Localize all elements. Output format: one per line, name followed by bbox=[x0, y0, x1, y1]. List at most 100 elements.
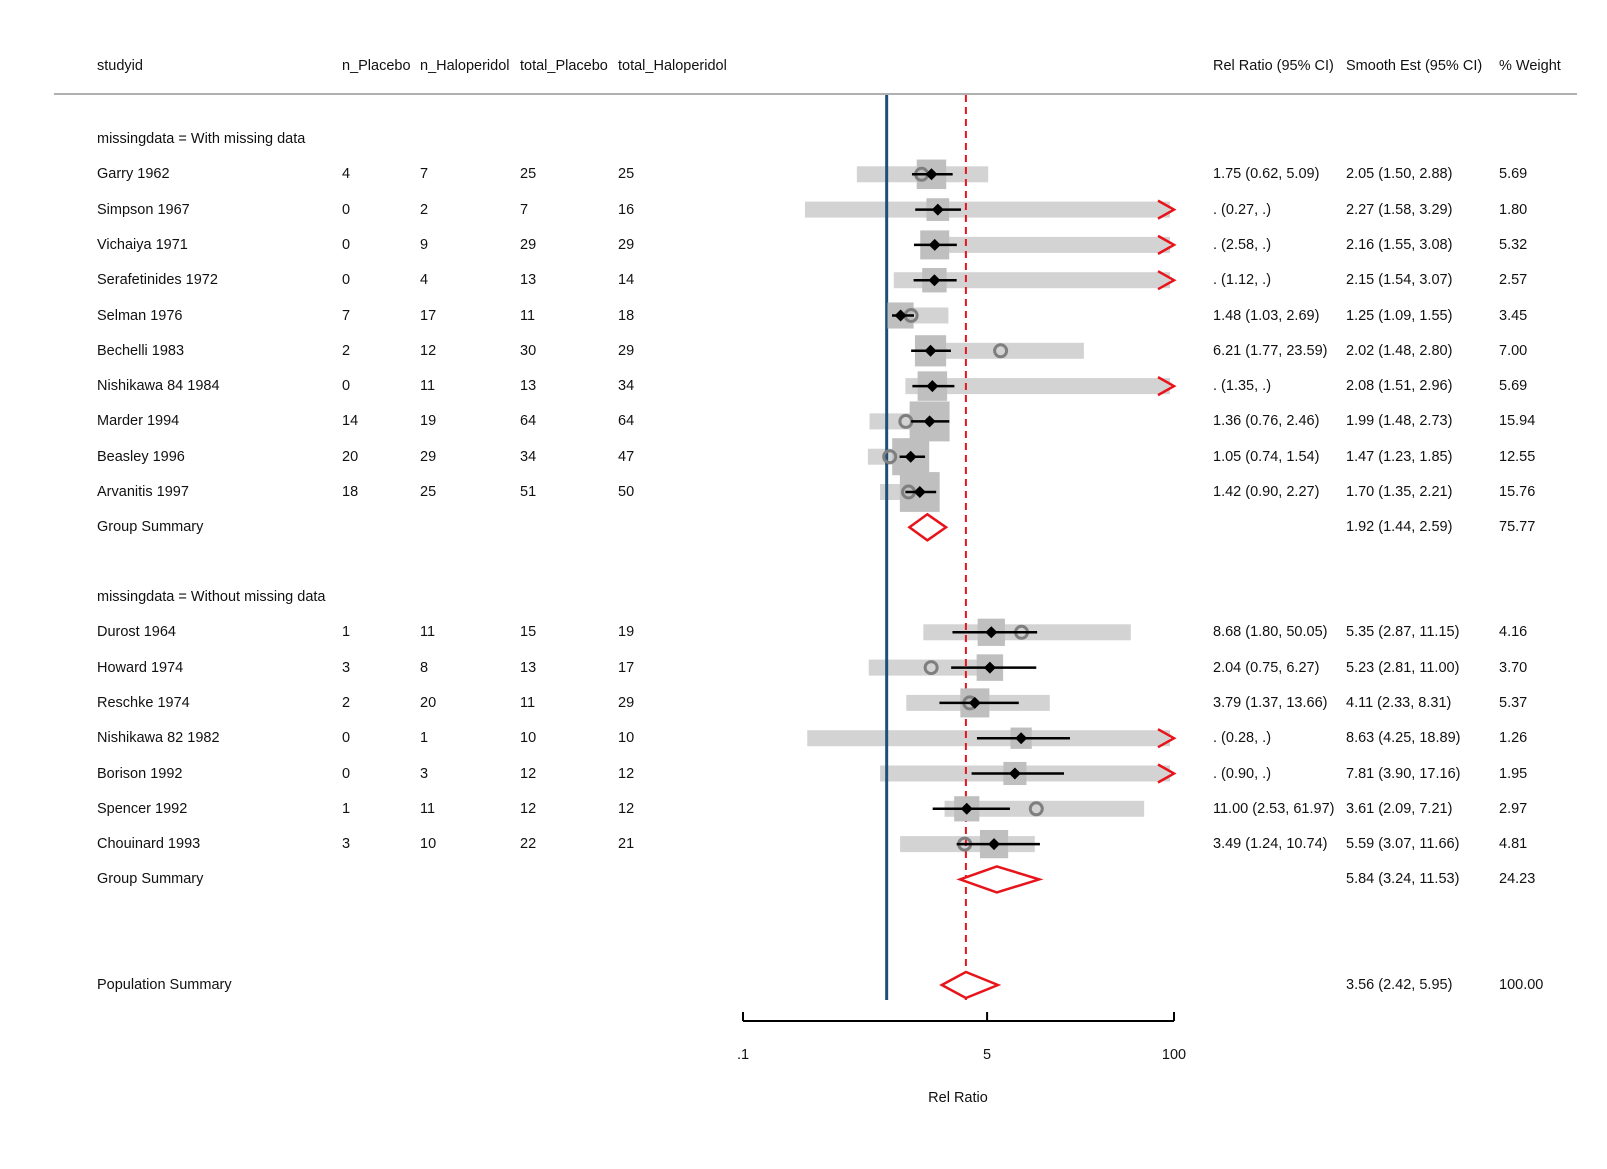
n-haloperidol-value: 17 bbox=[420, 307, 437, 324]
smooth-est-ci-text: 8.63 (4.25, 18.89) bbox=[1346, 730, 1461, 747]
total-haloperidol-value: 18 bbox=[618, 307, 635, 324]
group-summary-label: Group Summary bbox=[97, 871, 204, 888]
total-placebo-value: 64 bbox=[520, 413, 537, 430]
smooth-est-ci-text: 5.59 (3.07, 11.66) bbox=[1346, 836, 1460, 853]
population-summary-ci-text: 3.56 (2.42, 5.95) bbox=[1346, 977, 1453, 993]
observed-estimate-marker bbox=[882, 449, 898, 465]
smooth-est-ci-text: 3.61 (2.09, 7.21) bbox=[1346, 800, 1453, 817]
study-name: Serafetinides 1972 bbox=[97, 272, 218, 289]
n-haloperidol-value: 9 bbox=[420, 236, 429, 253]
smooth-estimate-marker bbox=[928, 238, 941, 251]
weight-value: 2.57 bbox=[1499, 272, 1528, 289]
total-placebo-value: 13 bbox=[520, 272, 537, 289]
n-placebo-value: 1 bbox=[342, 800, 351, 817]
population-summary-diamond bbox=[939, 970, 1002, 1000]
smooth-estimate-marker bbox=[928, 274, 941, 287]
n-haloperidol-value: 19 bbox=[420, 413, 437, 430]
total-haloperidol-value: 17 bbox=[618, 659, 635, 676]
group-label: missingdata = Without missing data bbox=[97, 589, 326, 605]
rel-ratio-ci-text: 11.00 (2.53, 61.97) bbox=[1213, 800, 1335, 817]
study-name: Borison 1992 bbox=[97, 765, 183, 782]
study-name: Bechelli 1983 bbox=[97, 342, 185, 359]
total-haloperidol-value: 19 bbox=[618, 624, 635, 641]
n-placebo-value: 4 bbox=[342, 166, 351, 183]
smooth-estimate-marker bbox=[926, 380, 939, 393]
group-summary-diamond bbox=[956, 865, 1044, 894]
smooth-estimate-marker bbox=[983, 661, 996, 674]
x-axis-tick-label: 5 bbox=[983, 1047, 991, 1063]
header-total-placebo: total_Placebo bbox=[520, 58, 608, 74]
n-placebo-value: 20 bbox=[342, 448, 359, 465]
smooth-estimate-marker bbox=[988, 838, 1001, 851]
truncation-arrow bbox=[1157, 763, 1177, 784]
weight-value: 3.70 bbox=[1499, 659, 1528, 676]
study-name: Simpson 1967 bbox=[97, 201, 190, 218]
rel-ratio-ci-text: 1.05 (0.74, 1.54) bbox=[1213, 448, 1320, 465]
smooth-estimate-marker bbox=[968, 696, 981, 709]
smooth-est-ci-text: 4.11 (2.33, 8.31) bbox=[1346, 694, 1452, 711]
weight-value: 15.94 bbox=[1499, 413, 1536, 430]
n-placebo-value: 0 bbox=[342, 236, 351, 253]
total-placebo-value: 11 bbox=[520, 694, 536, 711]
header-rel-ratio: Rel Ratio (95% CI) bbox=[1213, 58, 1334, 74]
x-axis-label: Rel Ratio bbox=[928, 1090, 988, 1106]
study-name: Durost 1964 bbox=[97, 624, 176, 641]
smooth-estimate-marker bbox=[931, 203, 944, 216]
total-placebo-value: 7 bbox=[520, 201, 529, 218]
study-name: Nishikawa 84 1984 bbox=[97, 378, 220, 395]
total-placebo-value: 34 bbox=[520, 448, 537, 465]
n-haloperidol-value: 2 bbox=[420, 201, 429, 218]
weight-value: 4.81 bbox=[1499, 836, 1528, 853]
n-haloperidol-value: 11 bbox=[420, 624, 436, 641]
group-summary-ci-text: 1.92 (1.44, 2.59) bbox=[1346, 519, 1453, 536]
ci-band bbox=[945, 236, 1170, 253]
smooth-est-ci-text: 1.70 (1.35, 2.21) bbox=[1346, 484, 1453, 500]
header-n-haloperidol: n_Haloperidol bbox=[420, 58, 510, 74]
rel-ratio-ci-text: . (1.35, .) bbox=[1213, 378, 1272, 395]
n-placebo-value: 0 bbox=[342, 730, 351, 747]
smooth-est-ci-text: 5.23 (2.81, 11.00) bbox=[1346, 659, 1460, 676]
study-name: Marder 1994 bbox=[97, 413, 180, 430]
n-haloperidol-value: 7 bbox=[420, 166, 429, 183]
n-placebo-value: 7 bbox=[342, 307, 351, 324]
rel-ratio-ci-text: . (1.12, .) bbox=[1213, 272, 1272, 289]
n-placebo-value: 14 bbox=[342, 413, 359, 430]
total-placebo-value: 11 bbox=[520, 307, 536, 324]
observed-estimate-marker bbox=[923, 660, 939, 676]
smooth-estimate-marker bbox=[904, 450, 917, 463]
total-placebo-value: 12 bbox=[520, 765, 537, 782]
n-haloperidol-value: 1 bbox=[420, 730, 429, 747]
total-placebo-value: 10 bbox=[520, 730, 537, 747]
total-placebo-value: 15 bbox=[520, 624, 537, 641]
study-name: Garry 1962 bbox=[97, 166, 170, 183]
smooth-estimate-marker bbox=[924, 344, 937, 357]
total-haloperidol-value: 50 bbox=[618, 484, 635, 500]
study-name: Chouinard 1993 bbox=[97, 836, 201, 853]
rel-ratio-ci-text: 1.36 (0.76, 2.46) bbox=[1213, 413, 1320, 430]
total-haloperidol-value: 16 bbox=[618, 201, 635, 218]
n-placebo-value: 18 bbox=[342, 484, 359, 500]
header-smooth-est: Smooth Est (95% CI) bbox=[1346, 58, 1483, 74]
smooth-est-ci-text: 2.27 (1.58, 3.29) bbox=[1346, 201, 1453, 218]
smooth-estimate-marker bbox=[894, 309, 907, 322]
observed-estimate-marker bbox=[1028, 801, 1044, 817]
total-haloperidol-value: 21 bbox=[618, 836, 635, 853]
header-weight: % Weight bbox=[1499, 58, 1561, 74]
weight-value: 5.69 bbox=[1499, 166, 1528, 183]
smooth-est-ci-text: 1.99 (1.48, 2.73) bbox=[1346, 413, 1453, 430]
total-haloperidol-value: 29 bbox=[618, 236, 635, 253]
rel-ratio-ci-text: . (2.58, .) bbox=[1213, 236, 1272, 253]
header-studyid: studyid bbox=[97, 58, 143, 74]
weight-value: 5.37 bbox=[1499, 694, 1528, 711]
rel-ratio-ci-text: 2.04 (0.75, 6.27) bbox=[1213, 659, 1320, 676]
group-summary-weight: 75.77 bbox=[1499, 519, 1536, 536]
smooth-estimate-marker bbox=[985, 626, 998, 639]
smooth-est-ci-text: 2.15 (1.54, 3.07) bbox=[1346, 272, 1453, 289]
n-placebo-value: 0 bbox=[342, 201, 351, 218]
x-axis-tick-label: 100 bbox=[1162, 1047, 1186, 1063]
total-haloperidol-value: 64 bbox=[618, 413, 635, 430]
n-haloperidol-value: 11 bbox=[420, 800, 436, 817]
total-placebo-value: 29 bbox=[520, 236, 537, 253]
total-haloperidol-value: 10 bbox=[618, 730, 635, 747]
